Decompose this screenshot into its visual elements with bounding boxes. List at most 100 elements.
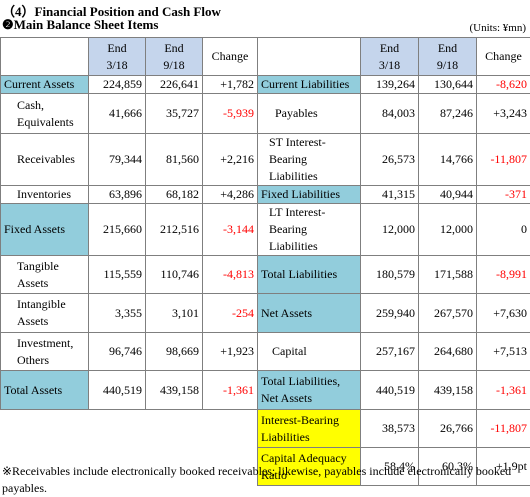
change-cell: -254 [203, 294, 258, 333]
change-cell: +3,243 [477, 94, 530, 134]
change-cell: -8,620 [477, 76, 530, 94]
header-blank [1, 38, 89, 76]
change-cell: -4,813 [203, 256, 258, 294]
value-cell: 26,573 [361, 134, 419, 186]
row-label: Interest-Bearing Liabilities [258, 410, 361, 448]
change-cell: -8,991 [477, 256, 530, 294]
value-cell: 115,559 [89, 256, 146, 294]
change-cell: +1,923 [203, 333, 258, 371]
value-cell: 215,660 [89, 204, 146, 256]
row-label: Tangible Assets [1, 256, 89, 294]
row-label: Investment, Others [1, 333, 89, 371]
value-cell: 180,579 [361, 256, 419, 294]
change-cell: -371 [477, 186, 530, 204]
change-cell: -11,807 [477, 134, 530, 186]
value-cell: 439,158 [419, 371, 477, 410]
subtitle: ❷Main Balance Sheet Items [2, 17, 158, 33]
value-cell: 264,680 [419, 333, 477, 371]
value-cell: 257,167 [361, 333, 419, 371]
units: (Units: ¥mn) [469, 22, 526, 34]
change-cell: -5,939 [203, 94, 258, 134]
row-label: Cash, Equivalents [1, 94, 89, 134]
row-label: Receivables [1, 134, 89, 186]
value-cell: 3,355 [89, 294, 146, 333]
value-cell: 63,896 [89, 186, 146, 204]
value-cell: 439,158 [146, 371, 203, 410]
empty-cell [1, 410, 89, 448]
row-label: ST Interest- Bearing Liabilities [258, 134, 361, 186]
value-cell: 171,588 [419, 256, 477, 294]
column-header: End 3/18 [89, 38, 146, 76]
value-cell: 35,727 [146, 94, 203, 134]
empty-cell [203, 410, 258, 448]
row-label: Fixed Liabilities [258, 186, 361, 204]
row-label: Total Liabilities, Net Assets [258, 371, 361, 410]
change-cell: 0 [477, 204, 530, 256]
change-cell: -11,807 [477, 410, 530, 448]
value-cell: 226,641 [146, 76, 203, 94]
value-cell: 110,746 [146, 256, 203, 294]
row-label: Fixed Assets [1, 204, 89, 256]
value-cell: 440,519 [89, 371, 146, 410]
change-cell: -1,361 [477, 371, 530, 410]
value-cell: 212,516 [146, 204, 203, 256]
value-cell: 224,859 [89, 76, 146, 94]
value-cell: 3,101 [146, 294, 203, 333]
value-cell: 38,573 [361, 410, 419, 448]
change-cell: +7,630 [477, 294, 530, 333]
row-label: LT Interest- Bearing Liabilities [258, 204, 361, 256]
value-cell: 259,940 [361, 294, 419, 333]
column-header: End 9/18 [419, 38, 477, 76]
value-cell: 267,570 [419, 294, 477, 333]
column-header: End 9/18 [146, 38, 203, 76]
change-cell: -3,144 [203, 204, 258, 256]
row-label: Current Liabilities [258, 76, 361, 94]
value-cell: 68,182 [146, 186, 203, 204]
value-cell: 96,746 [89, 333, 146, 371]
value-cell: 40,944 [419, 186, 477, 204]
value-cell: 12,000 [419, 204, 477, 256]
value-cell: 84,003 [361, 94, 419, 134]
header-blank [258, 38, 361, 76]
value-cell: 98,669 [146, 333, 203, 371]
value-cell: 87,246 [419, 94, 477, 134]
value-cell: 12,000 [361, 204, 419, 256]
change-cell: +7,513 [477, 333, 530, 371]
column-header: End 3/18 [361, 38, 419, 76]
row-label: Capital [258, 333, 361, 371]
row-label: Inventories [1, 186, 89, 204]
empty-cell [89, 410, 146, 448]
value-cell: 440,519 [361, 371, 419, 410]
row-label: Total Assets [1, 371, 89, 410]
row-label: Intangible Assets [1, 294, 89, 333]
change-cell: +2,216 [203, 134, 258, 186]
footnote: ※Receivables include electronically book… [2, 463, 522, 497]
row-label: Current Assets [1, 76, 89, 94]
empty-cell [146, 410, 203, 448]
column-header: Change [203, 38, 258, 76]
row-label: Total Liabilities [258, 256, 361, 294]
value-cell: 81,560 [146, 134, 203, 186]
change-cell: +1,782 [203, 76, 258, 94]
row-label: Payables [258, 94, 361, 134]
value-cell: 14,766 [419, 134, 477, 186]
value-cell: 130,644 [419, 76, 477, 94]
change-cell: -1,361 [203, 371, 258, 410]
value-cell: 139,264 [361, 76, 419, 94]
column-header: Change [477, 38, 530, 76]
value-cell: 41,315 [361, 186, 419, 204]
change-cell: +4,286 [203, 186, 258, 204]
value-cell: 26,766 [419, 410, 477, 448]
